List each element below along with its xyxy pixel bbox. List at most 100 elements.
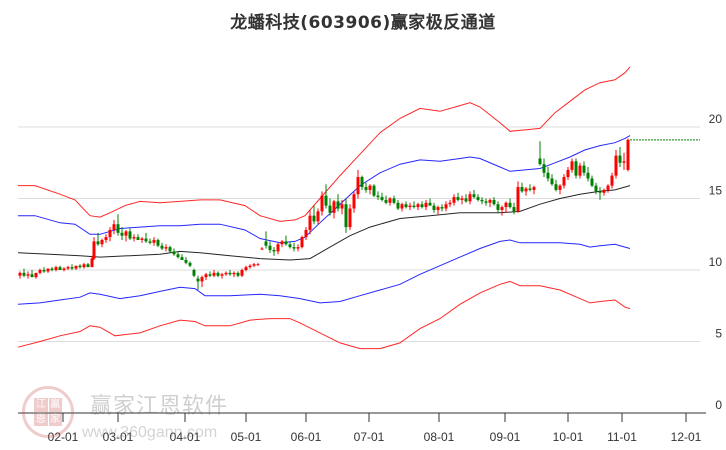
candle-body: [558, 185, 562, 190]
candle-body: [622, 161, 626, 163]
candle-body: [500, 207, 504, 210]
candle-body: [260, 248, 264, 250]
candle: [332, 199, 336, 219]
candle: [30, 270, 34, 278]
candle-body: [66, 267, 70, 269]
candle-body: [508, 202, 512, 208]
candle-body: [364, 187, 368, 190]
candle-body: [528, 188, 532, 190]
candle-body: [136, 237, 140, 240]
candle-body: [312, 215, 316, 222]
candle-body: [212, 272, 216, 276]
candle-body: [228, 272, 232, 275]
candle-body: [58, 267, 62, 270]
candle-body: [264, 241, 268, 246]
candle-body: [444, 204, 448, 209]
candle: [70, 264, 74, 270]
candle: [272, 247, 276, 256]
candle-body: [594, 185, 598, 192]
candle: [104, 234, 108, 243]
candle: [228, 270, 232, 276]
candle-body: [38, 270, 42, 273]
candle: [424, 199, 428, 210]
candle: [180, 254, 184, 260]
candle-body: [554, 184, 558, 190]
y-axis-tick-labels: 0 5 10 15 20: [709, 112, 723, 412]
candle: [108, 227, 112, 242]
candle: [420, 201, 424, 209]
candle-body: [176, 254, 180, 258]
candle-body: [480, 199, 484, 202]
candle-body: [586, 172, 590, 179]
candle-body: [188, 262, 192, 266]
candle: [34, 272, 38, 279]
candle: [184, 257, 188, 265]
candle: [292, 242, 296, 252]
candle-body: [340, 204, 344, 209]
candle-body: [248, 265, 252, 268]
candle-body: [46, 268, 50, 272]
candle: [618, 147, 622, 168]
candle: [220, 272, 224, 279]
candle: [468, 191, 472, 205]
candle-body: [542, 164, 546, 173]
candle-body: [384, 199, 388, 203]
candle: [268, 241, 272, 253]
candle-body: [152, 239, 156, 243]
candle-body: [82, 264, 86, 268]
candle-body: [308, 215, 312, 230]
candle: [128, 228, 132, 240]
candle: [344, 198, 348, 233]
y-tick-label: 10: [709, 255, 723, 269]
candle: [602, 188, 606, 196]
candle: [78, 264, 82, 269]
candle: [208, 271, 212, 278]
candle-body: [566, 169, 570, 178]
candle: [188, 261, 192, 268]
candle: [598, 187, 602, 200]
candle: [586, 167, 590, 182]
y-tick-label: 0: [715, 398, 722, 412]
candle-body: [244, 267, 248, 270]
candle: [328, 198, 332, 216]
candle-body: [396, 202, 400, 209]
candle-body: [86, 264, 90, 268]
candle: [542, 158, 546, 178]
candle: [408, 202, 412, 210]
candle: [200, 275, 204, 288]
candle-body: [376, 195, 380, 198]
candle-body: [484, 201, 488, 203]
candle-body: [220, 274, 224, 276]
outer-lower-band: [17, 280, 631, 350]
channel-bands: [17, 66, 631, 350]
candle: [440, 204, 444, 212]
candle: [296, 244, 300, 252]
outer-upper-band: [18, 66, 631, 222]
candle-body: [448, 202, 452, 205]
candle: [348, 204, 352, 230]
candle: [500, 205, 504, 216]
candle-body: [320, 195, 324, 212]
candle: [148, 238, 152, 245]
candle: [436, 205, 440, 215]
candle-body: [276, 244, 280, 252]
candle-body: [570, 161, 574, 170]
candle-body: [400, 204, 404, 209]
candle-body: [356, 177, 360, 195]
candle-body: [112, 224, 116, 230]
candle-body: [574, 161, 578, 176]
candle: [570, 158, 574, 173]
y-tick-label: 20: [709, 112, 723, 126]
mid-line: [17, 185, 631, 261]
candle-body: [372, 185, 376, 196]
candle-body: [332, 201, 336, 213]
candle-body: [100, 239, 104, 245]
candle-body: [562, 177, 566, 186]
candle-body: [328, 205, 332, 213]
candle-body: [392, 198, 396, 203]
x-tick-label: 09-01: [490, 430, 521, 444]
candle: [524, 187, 528, 196]
candle-body: [280, 241, 284, 245]
candle: [516, 181, 520, 213]
